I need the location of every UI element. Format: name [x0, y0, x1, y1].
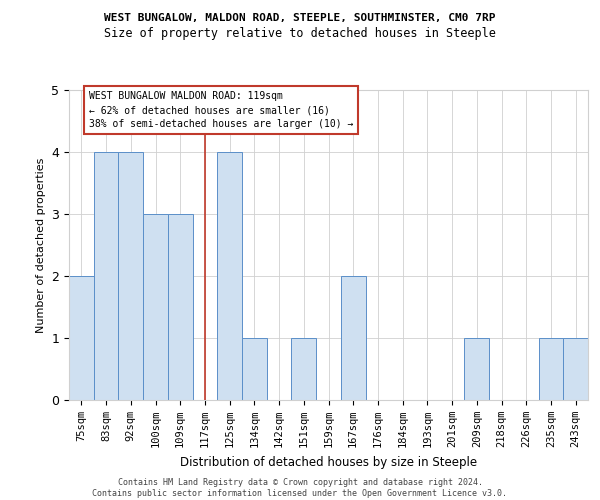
- Bar: [539, 338, 563, 400]
- Bar: [242, 338, 267, 400]
- X-axis label: Distribution of detached houses by size in Steeple: Distribution of detached houses by size …: [180, 456, 477, 468]
- Text: Size of property relative to detached houses in Steeple: Size of property relative to detached ho…: [104, 28, 496, 40]
- Bar: [563, 338, 588, 400]
- Bar: [341, 276, 365, 400]
- Bar: [292, 338, 316, 400]
- Bar: [217, 152, 242, 400]
- Y-axis label: Number of detached properties: Number of detached properties: [36, 158, 46, 332]
- Bar: [94, 152, 118, 400]
- Bar: [168, 214, 193, 400]
- Bar: [464, 338, 489, 400]
- Bar: [69, 276, 94, 400]
- Text: WEST BUNGALOW, MALDON ROAD, STEEPLE, SOUTHMINSTER, CM0 7RP: WEST BUNGALOW, MALDON ROAD, STEEPLE, SOU…: [104, 12, 496, 22]
- Bar: [143, 214, 168, 400]
- Text: Contains HM Land Registry data © Crown copyright and database right 2024.
Contai: Contains HM Land Registry data © Crown c…: [92, 478, 508, 498]
- Text: WEST BUNGALOW MALDON ROAD: 119sqm
← 62% of detached houses are smaller (16)
38% : WEST BUNGALOW MALDON ROAD: 119sqm ← 62% …: [89, 91, 353, 129]
- Bar: [118, 152, 143, 400]
